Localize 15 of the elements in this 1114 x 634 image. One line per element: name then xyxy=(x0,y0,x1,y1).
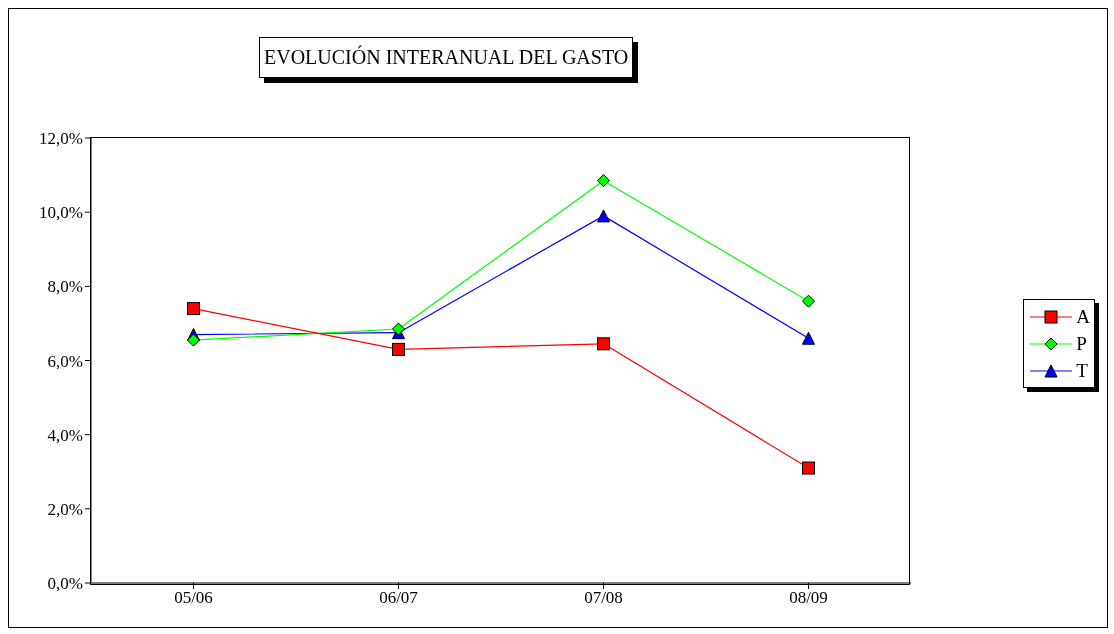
x-tick-label: 07/08 xyxy=(584,588,623,608)
y-tick-label: 12,0% xyxy=(39,129,83,149)
legend-label: T xyxy=(1076,359,1088,382)
chart-title: EVOLUCIÓN INTERANUAL DEL GASTO xyxy=(259,37,634,78)
x-tick-label: 08/09 xyxy=(789,588,828,608)
legend-label: A xyxy=(1076,305,1090,328)
x-tick-label: 05/06 xyxy=(174,588,213,608)
legend-label: P xyxy=(1076,332,1087,355)
y-tick-label: 2,0% xyxy=(47,499,83,519)
y-tick-label: 0,0% xyxy=(47,574,83,594)
y-tick-label: 4,0% xyxy=(47,425,83,445)
x-tick-label: 06/07 xyxy=(379,588,419,608)
y-tick-label: 10,0% xyxy=(39,203,83,223)
y-tick-label: 8,0% xyxy=(47,277,83,297)
y-tick-label: 6,0% xyxy=(47,351,83,371)
